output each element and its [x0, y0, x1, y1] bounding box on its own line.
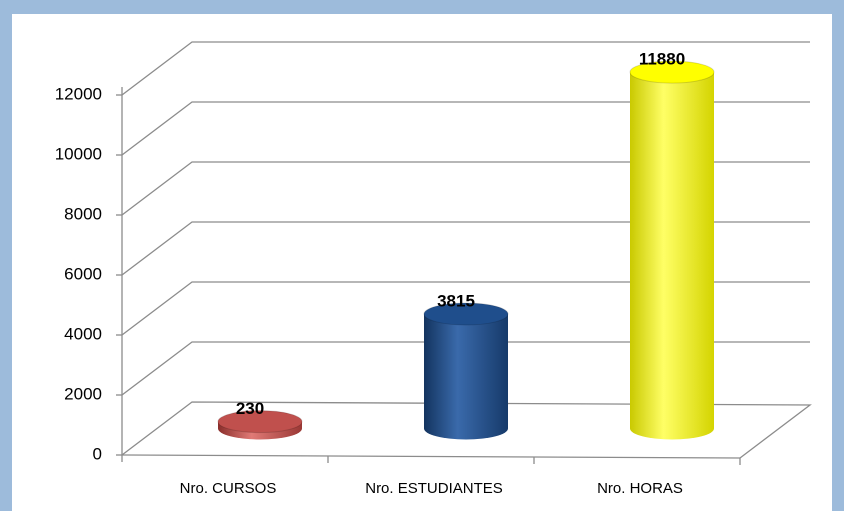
- grid-line: [121, 221, 810, 276]
- data-label: 11880: [639, 50, 685, 69]
- data-label: 3815: [437, 292, 475, 311]
- cylinder-top: [423, 302, 509, 326]
- y-tick-label: 0: [93, 444, 102, 463]
- cylinder-top: [217, 410, 303, 434]
- grid-line: [121, 161, 810, 216]
- y-tick-label: 12000: [55, 84, 102, 103]
- grid-line: [121, 41, 810, 96]
- y-tick-label: 8000: [64, 204, 102, 223]
- grid-line: [121, 281, 810, 336]
- grid-line: [121, 101, 810, 156]
- x-tick-label: Nro. HORAS: [597, 480, 683, 497]
- y-tick-label: 4000: [64, 324, 102, 343]
- y-tick-label: 10000: [55, 144, 102, 163]
- x-tick-label: Nro. CURSOS: [180, 480, 277, 497]
- cylinder-top: [629, 60, 715, 84]
- cylinder-body: [630, 72, 714, 429]
- y-tick-label: 2000: [64, 384, 102, 403]
- x-axis: [121, 454, 741, 459]
- data-label: 230: [236, 399, 264, 418]
- grid-line: [121, 341, 810, 396]
- cylinder-body: [424, 314, 508, 429]
- x-tick-label: Nro. ESTUDIANTES: [365, 480, 503, 497]
- y-tick-label: 6000: [64, 264, 102, 283]
